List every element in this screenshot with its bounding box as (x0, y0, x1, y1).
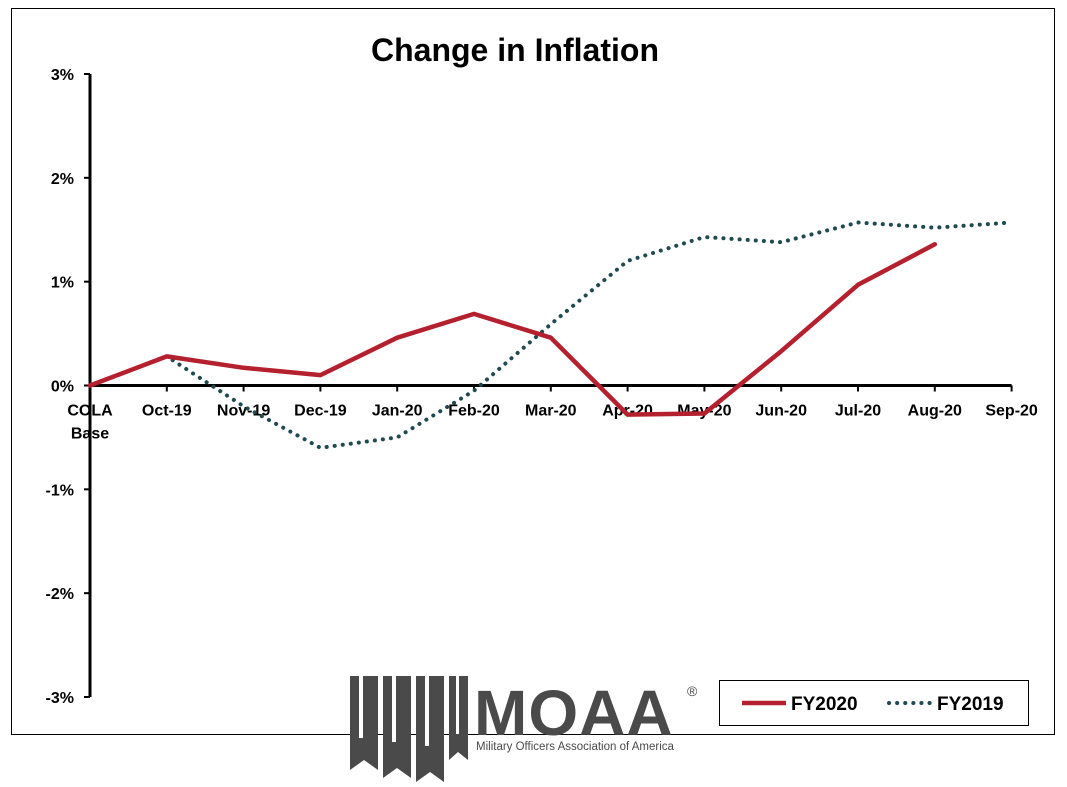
data-point-fy2020 (165, 354, 169, 358)
x-tick-label: Jan-20 (372, 403, 423, 420)
x-axis: COLA Base Oct-19 Nov-19 Dec-19 Jan-20 Feb-20 Ma… (67, 384, 1038, 443)
moaa-logo: MOAA ® Military Officers Association of … (350, 676, 698, 782)
y-tick-label: 0% (51, 379, 74, 396)
x-tick-label: Mar-20 (525, 403, 577, 420)
y-tick-label: -3% (46, 690, 74, 707)
moaa-tagline: Military Officers Association of America (476, 741, 675, 753)
x-tick-label: Apr-20 (602, 403, 653, 420)
x-tick-label: Oct-19 (142, 403, 192, 420)
data-point-fy2020 (626, 413, 630, 417)
x-tick-label: Jun-20 (755, 403, 807, 420)
data-point-fy2019 (779, 240, 783, 244)
data-point-fy2020 (88, 384, 92, 388)
series-line-fy2020 (87, 242, 938, 417)
x-tick-label: Jul-20 (835, 403, 881, 420)
x-tick-label: Dec-19 (294, 403, 347, 420)
series-line-fy2019 (88, 220, 1014, 450)
x-tick-label: COLA (67, 403, 113, 420)
data-point-fy2020 (395, 336, 399, 340)
data-point-fy2019 (1010, 220, 1014, 224)
data-point-fy2020 (472, 312, 476, 316)
data-point-fy2019 (626, 259, 630, 263)
data-point-fy2019 (856, 220, 860, 224)
y-tick-label: -2% (46, 586, 74, 603)
data-point-fy2019 (549, 322, 553, 326)
data-point-fy2019 (933, 226, 937, 230)
x-tick-label: Base (71, 426, 109, 443)
y-tick-label: 2% (51, 171, 74, 188)
y-tick-label: 3% (51, 67, 74, 84)
moaa-pillar-mark (350, 676, 468, 782)
moaa-wordmark: MOAA (474, 677, 674, 749)
data-point-fy2019 (702, 235, 706, 239)
data-point-fy2020 (549, 336, 553, 340)
data-point-fy2020 (702, 412, 706, 416)
data-point-fy2020 (856, 283, 860, 287)
x-tick-label: Sep-20 (985, 403, 1038, 420)
data-point-fy2019 (395, 435, 399, 439)
data-point-fy2020 (242, 366, 246, 370)
series-layer (87, 220, 1014, 450)
y-axis: 3% 2% 1% 0% -1% -2% -3% (46, 67, 92, 707)
x-tick-label: Aug-20 (908, 403, 962, 420)
chart-title: Change in Inflation (371, 32, 659, 68)
data-point-fy2020 (779, 349, 783, 353)
moaa-registered-mark: ® (687, 683, 698, 699)
x-tick-label: Feb-20 (448, 403, 500, 420)
data-point-fy2020 (933, 242, 937, 246)
legend-label-fy2019: FY2019 (937, 694, 1004, 715)
data-point-fy2019 (318, 446, 322, 450)
chart-legend: FY2020 FY2019 (719, 680, 1029, 726)
chart-border (11, 8, 1055, 735)
legend-label-fy2020: FY2020 (791, 694, 858, 715)
y-tick-label: -1% (46, 482, 74, 499)
y-tick-label: 1% (51, 275, 74, 292)
data-point-fy2019 (242, 404, 246, 408)
data-point-fy2019 (472, 389, 476, 393)
x-tick-label: Nov-19 (217, 403, 270, 420)
data-point-fy2020 (318, 373, 322, 377)
